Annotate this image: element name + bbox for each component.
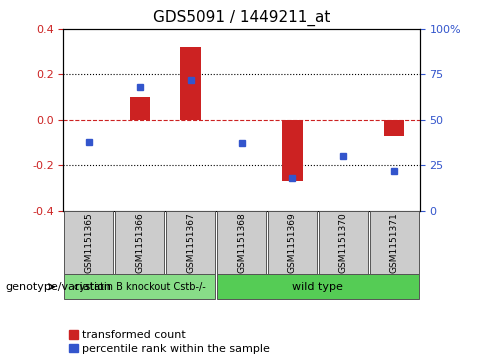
Text: GSM1151368: GSM1151368 xyxy=(237,212,246,273)
FancyBboxPatch shape xyxy=(64,211,113,274)
FancyBboxPatch shape xyxy=(217,211,266,274)
Bar xyxy=(384,120,405,136)
Text: GSM1151369: GSM1151369 xyxy=(288,212,297,273)
Bar xyxy=(282,120,303,181)
Text: GSM1151366: GSM1151366 xyxy=(135,212,144,273)
Bar xyxy=(130,97,150,120)
FancyBboxPatch shape xyxy=(268,211,317,274)
FancyBboxPatch shape xyxy=(370,211,419,274)
Legend: transformed count, percentile rank within the sample: transformed count, percentile rank withi… xyxy=(69,330,270,354)
Text: GSM1151370: GSM1151370 xyxy=(339,212,348,273)
Text: cystatin B knockout Cstb-/-: cystatin B knockout Cstb-/- xyxy=(74,282,205,292)
FancyBboxPatch shape xyxy=(319,211,368,274)
Bar xyxy=(181,47,201,120)
Text: GSM1151367: GSM1151367 xyxy=(186,212,195,273)
Title: GDS5091 / 1449211_at: GDS5091 / 1449211_at xyxy=(153,10,330,26)
FancyBboxPatch shape xyxy=(166,211,215,274)
FancyBboxPatch shape xyxy=(217,274,419,299)
FancyBboxPatch shape xyxy=(115,211,164,274)
Text: genotype/variation: genotype/variation xyxy=(5,282,111,292)
Text: wild type: wild type xyxy=(292,282,344,292)
Text: GSM1151371: GSM1151371 xyxy=(390,212,399,273)
Text: GSM1151365: GSM1151365 xyxy=(84,212,93,273)
FancyBboxPatch shape xyxy=(64,274,215,299)
